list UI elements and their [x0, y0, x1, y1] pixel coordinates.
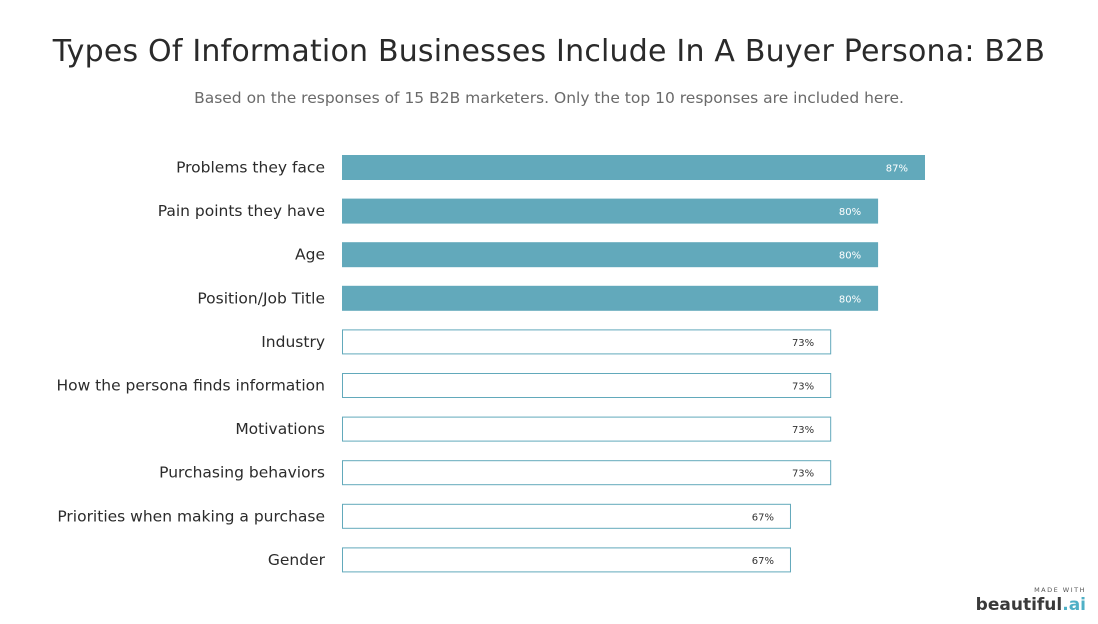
value-label: 80% — [839, 294, 861, 305]
value-label: 80% — [839, 251, 861, 262]
category-label: Purchasing behaviors — [159, 464, 325, 482]
category-label: How the persona finds information — [56, 377, 325, 395]
chart-subtitle: Based on the responses of 15 B2B markete… — [194, 89, 904, 107]
category-label: Problems they face — [176, 159, 325, 177]
value-label: 73% — [792, 425, 814, 436]
value-label: 73% — [792, 382, 814, 393]
category-label: Position/Job Title — [197, 289, 325, 307]
bar-4 — [342, 285, 879, 311]
bar-5 — [342, 329, 832, 355]
brand-logo: beautiful.ai — [975, 595, 1086, 615]
value-label: 67% — [752, 556, 774, 567]
value-label: 73% — [792, 338, 814, 349]
category-label: Gender — [268, 551, 326, 569]
category-label: Age — [295, 246, 325, 264]
bar-7 — [342, 416, 832, 442]
bar-6 — [342, 373, 832, 398]
value-label: 73% — [792, 469, 814, 480]
bar-2 — [342, 198, 879, 224]
bar-9 — [342, 503, 791, 529]
bar-8 — [342, 460, 832, 486]
chart-title: Types Of Information Businesses Include … — [52, 34, 1046, 69]
bar-10 — [342, 547, 791, 573]
value-label: 87% — [886, 164, 908, 175]
value-label: 80% — [839, 207, 861, 218]
category-label: Industry — [261, 333, 325, 351]
category-label: Motivations — [235, 420, 325, 438]
value-label: 67% — [752, 512, 774, 523]
made-with-watermark: MADE WITH beautiful.ai — [976, 586, 1086, 615]
bar-3 — [342, 242, 879, 268]
bar-1 — [342, 155, 925, 180]
category-label: Priorities when making a purchase — [57, 507, 325, 525]
category-label: Pain points they have — [158, 202, 325, 220]
made-with-text: MADE WITH — [1034, 586, 1086, 594]
